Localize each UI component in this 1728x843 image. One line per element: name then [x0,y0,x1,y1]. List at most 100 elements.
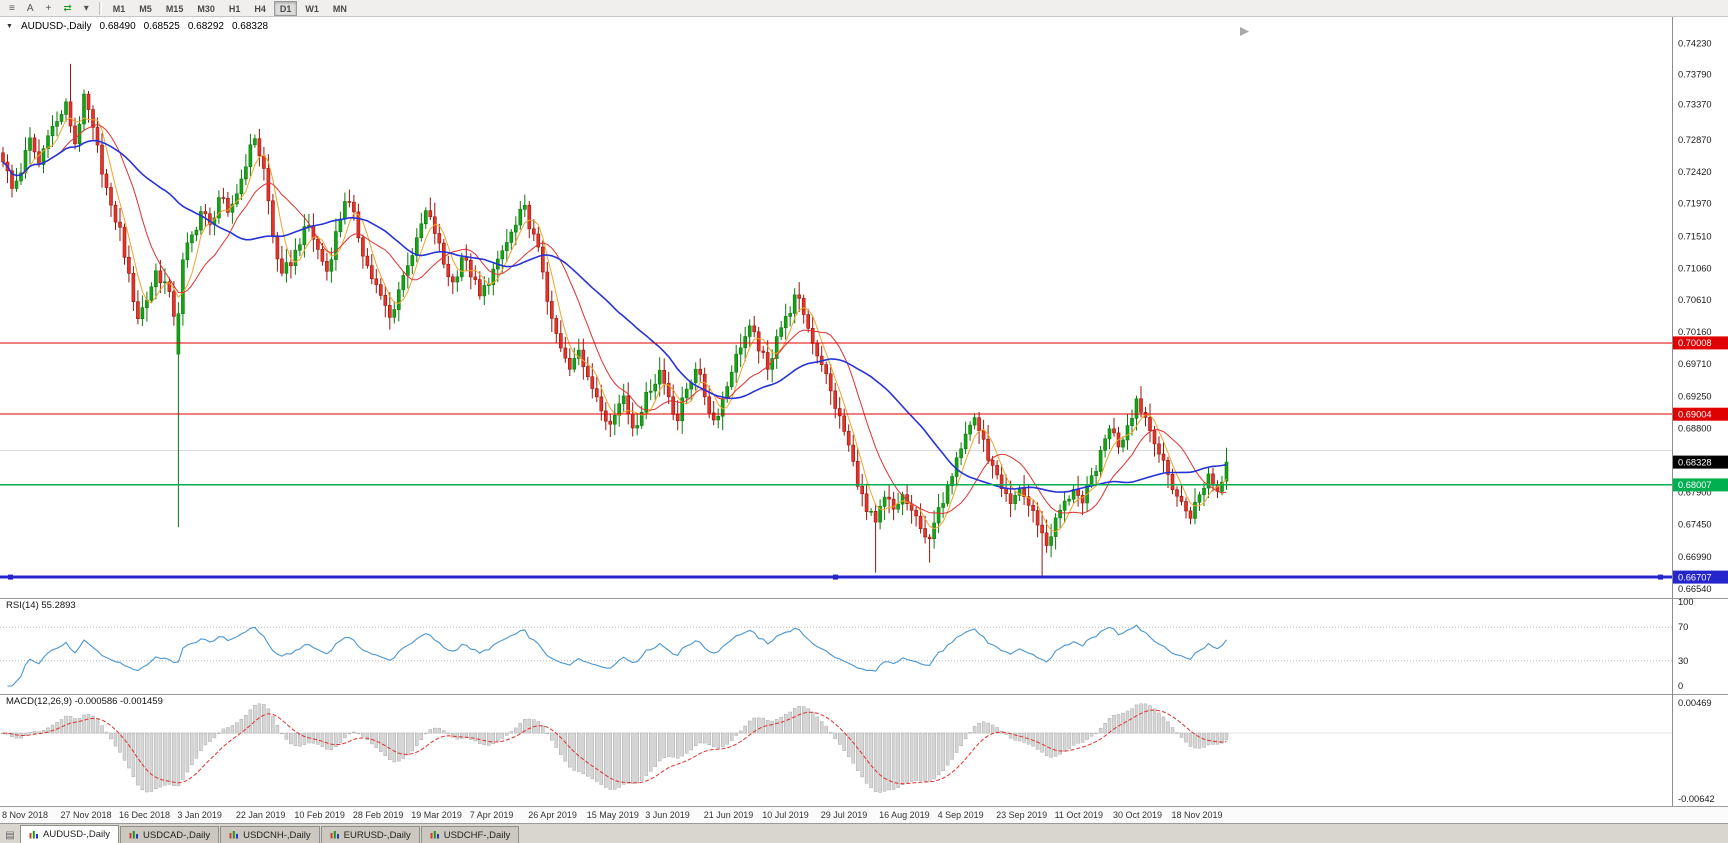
toolbar-icon-group: ≡ A + ⇄ ▾ [3,1,95,16]
time-axis-label: 10 Feb 2019 [294,810,345,820]
charts-menu-icon[interactable]: ≡ [9,2,15,14]
timeframe-button-m5[interactable]: M5 [139,3,152,14]
chart-tab-eurusd[interactable]: EURUSD-,Daily [320,826,420,843]
ma-slow-line [2,139,1227,493]
timeframe-button-mn[interactable]: MN [332,3,347,14]
svg-text:0.68328: 0.68328 [1678,457,1712,467]
dropdown-caret-icon[interactable]: ▾ [83,2,89,14]
cycle-timeframe-icon[interactable]: ⇄ [63,2,72,14]
time-axis-label: 16 Aug 2019 [879,810,930,820]
price-tick-label: 0.73790 [1678,70,1712,80]
time-axis-label: 22 Jan 2019 [235,810,286,820]
rsi-tick-label: 70 [1678,622,1688,632]
chart-tab-label: EURUSD-,Daily [343,829,411,841]
price-chart-panel[interactable]: 0.74230 0.73790 0.73370 0.72870 0.72420 0.719… [0,17,1728,598]
price-tick-label: 0.70610 [1678,295,1712,305]
chart-tab-label: USDCHF-,Daily [443,829,511,841]
svg-text:0.66707: 0.66707 [1678,572,1712,582]
time-axis-label: 10 Jul 2019 [762,810,809,820]
time-axis-label: 29 Jul 2019 [820,810,868,820]
timeframe-button-h4[interactable]: H4 [254,3,266,14]
timeframe-button-w1[interactable]: W1 [305,3,319,14]
price-tick-label: 0.66540 [1678,584,1712,594]
timeframe-button-m30[interactable]: M30 [197,3,215,14]
time-axis-label: 26 Apr 2019 [528,810,577,820]
crosshair-mode-icon[interactable]: + [45,2,52,14]
price-tick-label: 0.69710 [1678,359,1712,369]
candles-layer [1,63,1229,577]
price-chart-canvas[interactable]: 0.74230 0.73790 0.73370 0.72870 0.72420 0.719… [0,17,1728,598]
macd-histogram [1,703,1229,793]
price-tick-label: 0.67450 [1678,519,1712,529]
price-tag-0.68328: 0.68328 [1673,455,1728,469]
price-tag-0.70008: 0.70008 [1673,336,1728,350]
price-tick-label: 0.70160 [1678,327,1712,337]
svg-text:0.70008: 0.70008 [1678,338,1712,348]
time-axis-label: 21 Jun 2019 [703,810,754,820]
time-axis-label: 8 Nov 2018 [2,810,49,820]
time-axis[interactable]: 8 Nov 2018 27 Nov 2018 16 Dec 2018 3 Jan 20… [0,806,1728,823]
time-axis-label: 18 Nov 2019 [1171,810,1223,820]
price-tick-label: 0.67900 [1678,488,1712,498]
hline-handle[interactable] [1658,574,1663,580]
rsi-indicator-panel[interactable]: 100 70 30 0 RSI(14) 55.2893 [0,598,1728,694]
chart-tab-usdcad[interactable]: USDCAD-,Daily [120,826,220,843]
rsi-tick-label: 30 [1678,656,1688,666]
timeframe-button-d1[interactable]: D1 [273,0,298,16]
time-axis-label: 11 Oct 2019 [1054,810,1103,820]
time-axis-label: 19 Mar 2019 [411,810,462,820]
ma-fast-line [2,117,1227,533]
chart-tab-label: USDCNH-,Daily [243,829,311,841]
macd-indicator-panel[interactable]: 0.00469 -0.00642 MACD(12,26,9) -0.000586 … [0,694,1728,806]
price-tick-label: 0.71510 [1678,231,1712,241]
macd-tick-label: -0.00642 [1678,794,1715,804]
chart-tab-usdchf[interactable]: USDCHF-,Daily [420,826,520,843]
chart-tab-label: AUDUSD-,Daily [43,829,111,840]
price-tick-label: 0.68800 [1678,424,1712,434]
hline-handle[interactable] [8,574,13,580]
rsi-canvas[interactable]: 100 70 30 0 [0,598,1728,694]
price-tick-label: 0.69250 [1678,392,1712,402]
chart-tab-label: USDCAD-,Daily [143,829,211,841]
timeframe-button-m15[interactable]: M15 [165,3,184,14]
hline-handle[interactable] [833,574,838,580]
chart-tab-audusd[interactable]: AUDUSD-,Daily [20,825,120,843]
price-tag-0.68007: 0.68007 [1673,478,1728,492]
rsi-tick-label: 100 [1678,598,1694,607]
window-list-icon[interactable]: ▤ [5,829,15,841]
time-axis-label: 16 Dec 2018 [119,810,171,820]
price-tick-label: 0.73370 [1678,99,1712,109]
time-axis-label: 3 Jun 2019 [645,810,690,820]
rsi-tick-label: 0 [1678,681,1683,691]
time-axis-label: 27 Nov 2018 [60,810,112,820]
price-tag-0.69004: 0.69004 [1673,407,1728,421]
chart-tab-icon [29,830,38,838]
main-toolbar: ≡ A + ⇄ ▾ M1 M5 M15 M30 H1 H4 D1 W1 MN [0,0,1728,17]
macd-canvas[interactable]: 0.00469 -0.00642 [0,694,1728,806]
price-tick-label: 0.72420 [1678,167,1712,177]
timeframe-button-h1[interactable]: H1 [228,3,241,14]
svg-text:0.69004: 0.69004 [1678,409,1712,419]
toolbar-separator [98,1,102,15]
price-tick-label: 0.71060 [1678,263,1712,273]
time-axis-label: 7 Apr 2019 [469,810,514,820]
chart-tab-usdcnh[interactable]: USDCNH-,Daily [220,826,320,843]
chart-tab-icon [129,831,139,839]
scroll-to-end-marker[interactable] [1240,27,1249,36]
time-axis-label: 4 Sep 2019 [937,810,984,820]
cursor-mode-icon[interactable]: A [26,2,34,14]
price-tick-label: 0.66990 [1678,552,1712,562]
chart-tab-bar: ▤ AUDUSD-,Daily USDCAD-,Daily USDCNH-,Daily… [0,823,1728,843]
price-tag-0.66707: 0.66707 [1673,570,1728,584]
time-axis-label: 30 Oct 2019 [1113,810,1163,820]
macd-tick-label: 0.00469 [1678,698,1712,708]
timeframe-button-group: M1 M5 M15 M30 H1 H4 D1 W1 MN [106,0,354,16]
macd-signal-line [2,709,1227,785]
rsi-line [7,624,1227,687]
chart-tab-icon [430,831,439,839]
ma-medium-line [2,123,1227,515]
timeframe-button-m1[interactable]: M1 [112,3,126,14]
time-axis-label: 23 Sep 2019 [996,810,1048,820]
svg-text:0.68007: 0.68007 [1678,480,1712,490]
time-axis-label: 3 Jan 2019 [177,810,222,820]
